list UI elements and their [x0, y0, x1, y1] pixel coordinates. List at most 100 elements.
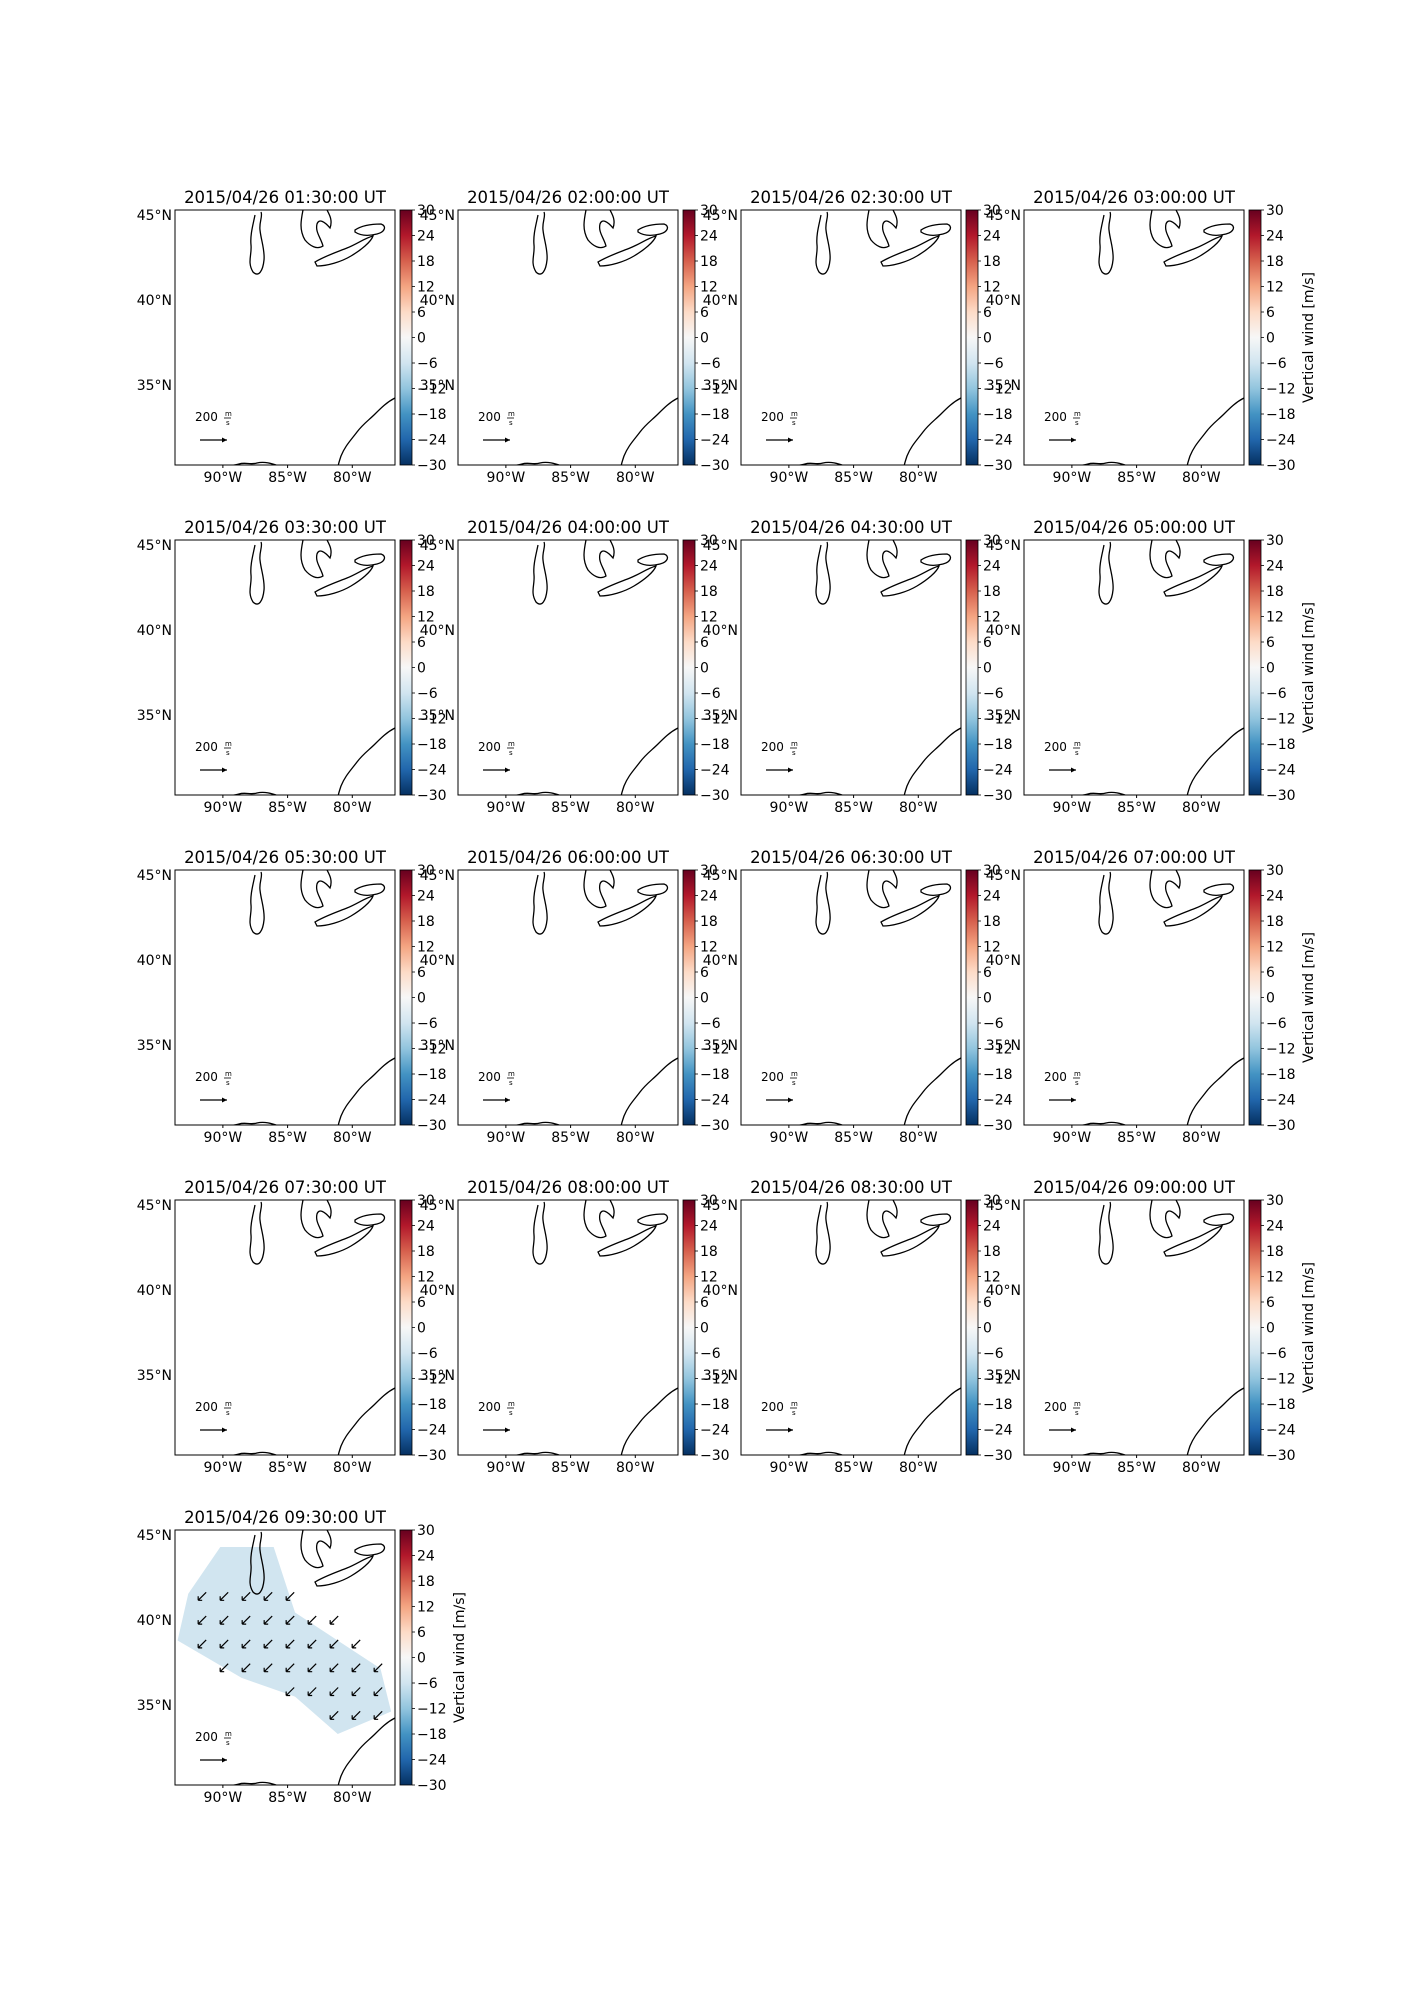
- colorbar-tick-label: 0: [417, 1651, 426, 1667]
- colorbar-tick-label: −6: [417, 356, 438, 372]
- colorbar-tick-label: 18: [1266, 254, 1284, 270]
- colorbar-label: Vertical wind [m/s]: [1301, 272, 1317, 403]
- map-area: [785, 870, 961, 1125]
- lat-tick-label: 45°N: [986, 538, 1021, 554]
- map-frame: [1023, 209, 1245, 466]
- colorbar-gradient: [399, 1529, 413, 1786]
- quiver-key-units-num: m: [1074, 1400, 1081, 1408]
- lat-tick-label: 40°N: [986, 293, 1021, 309]
- colorbar-tick-label: −30: [983, 1448, 1013, 1464]
- wind-vector: [329, 1615, 339, 1625]
- quiver-key: 200 ms: [478, 1070, 515, 1103]
- coastline: [1068, 1200, 1244, 1455]
- coastline: [502, 210, 678, 465]
- quiver-key-arrowhead: [1071, 1427, 1076, 1433]
- wind-vector: [307, 1615, 317, 1625]
- quiver-key: 200 ms: [761, 740, 798, 773]
- lat-tick-label: 40°N: [703, 1283, 738, 1299]
- lon-tick-label: 85°W: [834, 1130, 873, 1146]
- colorbar: 30 24 18 12 6 0 −6 −12 −18 −24 −30: [682, 1193, 730, 1464]
- lat-tick-label: 40°N: [703, 953, 738, 969]
- colorbar-tick-label: −24: [417, 1423, 447, 1439]
- wind-vector: [373, 1710, 383, 1720]
- quiver-key-label: 200: [1044, 740, 1067, 754]
- colorbar-tick-label: −18: [983, 1397, 1013, 1413]
- map-panel: 2015/04/26 08:00:00 UT 200 ms 45°N 40°N 35°N 9…: [420, 1178, 730, 1476]
- wind-vector: [197, 1615, 207, 1625]
- colorbar-label: Vertical wind [m/s]: [1301, 1262, 1317, 1393]
- colorbar-gradient: [965, 1199, 979, 1456]
- wind-vector: [219, 1591, 229, 1601]
- colorbar-tick-label: 24: [417, 229, 435, 245]
- quiver-key-arrowhead: [222, 1427, 227, 1433]
- map-area: [1068, 1200, 1244, 1455]
- wind-vector: [285, 1687, 295, 1697]
- coastline: [502, 1200, 678, 1455]
- quiver-key-units-den: s: [1075, 1079, 1079, 1087]
- quiver-key-units-num: m: [1074, 410, 1081, 418]
- coastline: [785, 540, 961, 795]
- colorbar-tick-label: 6: [983, 305, 992, 321]
- map-panel: 2015/04/26 01:30:00 UT 200 ms 45°N 40°N 35°N 9…: [137, 188, 447, 486]
- map-panel: 2015/04/26 09:00:00 UT 200 ms 45°N 40°N 35°N 9…: [986, 1178, 1317, 1476]
- lon-tick-label: 85°W: [834, 1460, 873, 1476]
- colorbar-tick-label: −18: [417, 1397, 447, 1413]
- coastline: [1068, 210, 1244, 465]
- lat-tick-label: 40°N: [137, 293, 172, 309]
- panel-title: 2015/04/26 03:30:00 UT: [184, 518, 387, 537]
- quiver-key: 200 ms: [1044, 1070, 1081, 1103]
- quiver-key-arrowhead: [1071, 1097, 1076, 1103]
- quiver-key: 200 ms: [195, 1730, 232, 1763]
- quiver-key: 200 ms: [761, 1400, 798, 1433]
- quiver-key-units-num: m: [791, 410, 798, 418]
- lon-tick-label: 90°W: [487, 470, 526, 486]
- map-panel: 2015/04/26 05:00:00 UT 200 ms 45°N 40°N 35°N 9…: [986, 518, 1317, 816]
- lat-tick-label: 35°N: [703, 708, 738, 724]
- map-frame: [740, 869, 962, 1126]
- colorbar-tick-label: −30: [417, 1778, 447, 1794]
- lat-tick-label: 45°N: [420, 868, 455, 884]
- quiver-key: 200 ms: [1044, 740, 1081, 773]
- colorbar-tick-label: −6: [700, 686, 721, 702]
- lat-tick-label: 45°N: [420, 538, 455, 554]
- quiver-key-label: 200: [478, 1400, 501, 1414]
- colorbar-tick-label: 24: [700, 559, 718, 575]
- lon-tick-label: 85°W: [551, 470, 590, 486]
- colorbar-tick-label: 18: [700, 584, 718, 600]
- colorbar-tick-label: −18: [983, 407, 1013, 423]
- wind-vector: [241, 1615, 251, 1625]
- colorbar-tick-label: −12: [983, 382, 1013, 398]
- lon-tick-label: 85°W: [1117, 800, 1156, 816]
- map-frame: [1023, 539, 1245, 796]
- colorbar-tick-label: 24: [700, 889, 718, 905]
- quiver-key-units-den: s: [226, 419, 230, 427]
- lat-tick-label: 35°N: [986, 1368, 1021, 1384]
- colorbar-tick-label: −6: [417, 1016, 438, 1032]
- coastline: [1068, 870, 1244, 1125]
- lat-tick-label: 45°N: [986, 868, 1021, 884]
- colorbar-tick-label: −30: [1266, 1118, 1296, 1134]
- colorbar-tick-label: −24: [1266, 763, 1296, 779]
- colorbar-tick-label: −18: [1266, 1397, 1296, 1413]
- lon-tick-label: 80°W: [616, 1460, 655, 1476]
- colorbar-tick-label: 30: [983, 203, 1001, 219]
- coastline: [1068, 540, 1244, 795]
- lat-tick-label: 45°N: [137, 1528, 172, 1544]
- colorbar-tick-label: 6: [700, 635, 709, 651]
- map-panel: 2015/04/26 03:30:00 UT 200 ms 45°N 40°N 35°N 9…: [137, 518, 447, 816]
- map-frame: [457, 209, 679, 466]
- lat-tick-label: 45°N: [137, 538, 172, 554]
- lat-tick-label: 45°N: [703, 538, 738, 554]
- colorbar-tick-label: 30: [1266, 1193, 1284, 1209]
- quiver-key-units-den: s: [509, 419, 513, 427]
- lat-tick-label: 45°N: [137, 208, 172, 224]
- colorbar-tick-label: 24: [417, 1549, 435, 1565]
- colorbar-tick-label: 24: [1266, 1219, 1284, 1235]
- lat-tick-label: 35°N: [703, 1368, 738, 1384]
- colorbar-tick-label: 12: [700, 610, 718, 626]
- lat-tick-label: 35°N: [137, 378, 172, 394]
- colorbar: 30 24 18 12 6 0 −6 −12 −18 −24 −30: [965, 533, 1013, 804]
- lon-tick-label: 90°W: [770, 1130, 809, 1146]
